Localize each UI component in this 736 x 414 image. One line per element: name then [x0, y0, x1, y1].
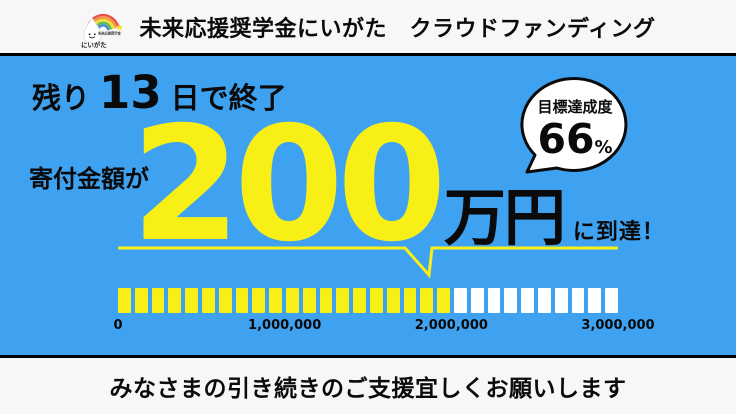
deadline-suffix: 日で終了: [170, 81, 287, 115]
progress-segment: [134, 288, 148, 313]
page-title: 未来応援奨学金にいがた クラウドファンディング: [139, 16, 656, 42]
progress-segment: [504, 288, 518, 313]
mascot-drop-icon: [83, 16, 102, 44]
main-panel: 残り 13 日で終了 寄付金額が 200 万円 に到達！ 目標達成度 66% 0…: [0, 53, 736, 358]
star-icon: [115, 22, 123, 31]
progress-segment: [403, 288, 417, 313]
progress-segment: [168, 288, 182, 313]
progress-segment: [537, 288, 551, 313]
progress-segment: [605, 288, 618, 313]
tick-label: 1,000,000: [248, 318, 322, 333]
scholarship-logo-icon: 未来応援奨学金 にいがた: [81, 13, 123, 48]
goal-badge: 目標達成度 66%: [520, 77, 628, 174]
tick-label: 0: [113, 318, 123, 333]
progress-segment: [420, 288, 434, 313]
footer-message: みなさまの引き続きのご支援宜しくお願いします: [109, 376, 627, 402]
deadline-text: 残り 13 日で終了: [32, 70, 287, 115]
progress-segment: [269, 288, 282, 313]
deadline-days: 13: [99, 66, 162, 119]
tick-label: 3,000,000: [581, 318, 655, 333]
speech-bubble-icon: [520, 77, 628, 174]
progress-segment: [302, 288, 316, 313]
deadline-prefix: 残り: [32, 81, 91, 115]
progress-segment: [151, 288, 165, 313]
progress-ticks: 0 1,000,000 2,000,000 3,000,000: [113, 318, 654, 336]
callout-pointer-line: [118, 246, 618, 279]
progress-bar: [118, 288, 618, 313]
progress-segment: [252, 288, 266, 313]
progress-segment: [319, 288, 333, 313]
progress-segment: [588, 288, 602, 313]
progress-segment: [437, 288, 450, 313]
progress-segment: [386, 288, 400, 313]
progress-segment: [571, 288, 585, 313]
amount-value: 200: [131, 93, 447, 277]
progress-segment: [353, 288, 366, 313]
progress-segment: [118, 288, 131, 313]
progress-segment: [185, 288, 198, 313]
progress-segment: [369, 288, 383, 313]
header-bar: 未来応援奨学金 にいがた 未来応援奨学金にいがた クラウドファンディング: [0, 0, 736, 53]
progress-segment: [453, 288, 467, 313]
progress-segment: [470, 288, 484, 313]
footer-bar: みなさまの引き続きのご支援宜しくお願いします: [0, 358, 736, 414]
progress-segment: [336, 288, 350, 313]
progress-segment: [554, 288, 568, 313]
progress-segment: [201, 288, 215, 313]
amount-reached-text: に到達！: [572, 220, 665, 245]
badge-value: 66%: [537, 115, 612, 163]
logo-bottom-text: にいがた: [81, 40, 107, 48]
progress-segment: [285, 288, 299, 313]
logo-small-text: 未来応援奨学金: [96, 30, 121, 35]
progress-segment: [235, 288, 249, 313]
amount-unit: 万円: [443, 181, 566, 254]
tick-label: 2,000,000: [414, 318, 488, 333]
badge-label: 目標達成度: [537, 98, 613, 116]
donation-lead-text: 寄付金額が: [29, 165, 149, 193]
progress-segment: [487, 288, 501, 313]
progress-segment: [218, 288, 232, 313]
progress-segment: [521, 288, 534, 313]
amount-row: 200 万円 に到達！: [131, 106, 665, 264]
